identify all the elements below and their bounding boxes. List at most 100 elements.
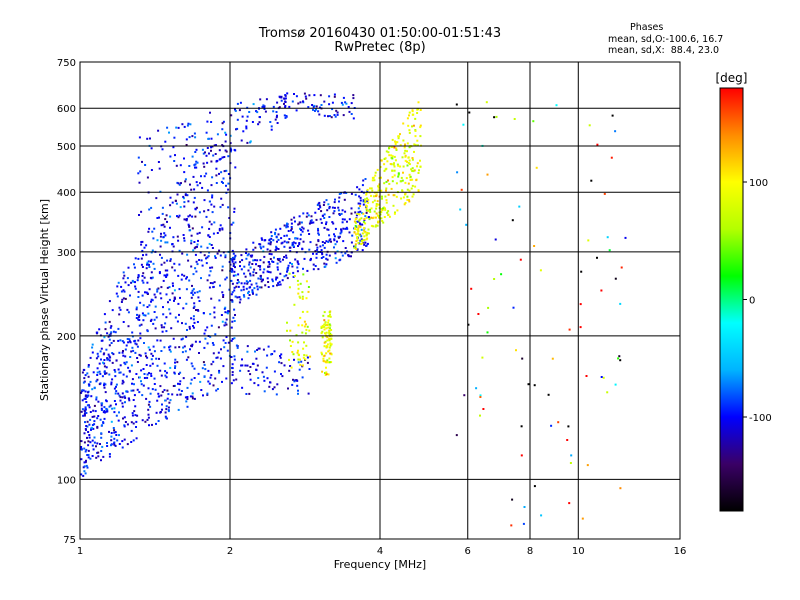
data-point (131, 331, 134, 334)
data-point (179, 296, 181, 299)
data-point (82, 368, 85, 371)
data-point (248, 294, 251, 296)
data-point (224, 256, 227, 259)
data-point (205, 131, 208, 134)
data-point (323, 354, 326, 357)
data-point (413, 150, 415, 153)
data-point (486, 173, 489, 176)
data-point (511, 219, 514, 222)
data-point (259, 274, 262, 277)
data-point (332, 212, 335, 215)
data-point (222, 296, 225, 298)
data-point (135, 420, 138, 423)
data-point (127, 325, 130, 328)
data-point (239, 265, 241, 268)
data-point (143, 377, 146, 379)
data-point (596, 256, 598, 259)
data-point (228, 310, 231, 313)
data-point (212, 384, 215, 387)
x-tick-label: 8 (527, 546, 533, 557)
data-point (323, 226, 326, 229)
data-point (361, 212, 364, 215)
data-point (260, 286, 263, 289)
data-point (150, 318, 153, 321)
data-point (221, 265, 224, 268)
data-point (151, 230, 154, 233)
data-point (115, 383, 118, 386)
data-point (314, 250, 317, 253)
data-point (288, 369, 291, 372)
data-point (91, 351, 94, 354)
data-point (163, 389, 166, 392)
data-point (331, 221, 334, 224)
data-point (124, 421, 127, 423)
data-point (235, 128, 237, 131)
data-point (568, 502, 571, 505)
data-point (128, 370, 131, 373)
data-point (510, 524, 513, 527)
data-point (269, 243, 272, 246)
data-point (280, 353, 283, 356)
data-point (338, 200, 340, 203)
data-point (195, 148, 198, 151)
data-point (179, 206, 182, 209)
data-point (130, 421, 133, 424)
data-point (175, 126, 178, 129)
data-point (211, 282, 214, 285)
data-point (122, 321, 125, 323)
data-point (408, 159, 411, 162)
data-point (183, 125, 186, 128)
data-point (330, 116, 333, 119)
data-point (124, 297, 127, 300)
data-point (302, 347, 305, 350)
data-point (384, 207, 386, 210)
data-point (83, 414, 86, 417)
data-point (206, 120, 209, 123)
data-point (297, 287, 300, 290)
data-point (384, 157, 387, 160)
data-point (355, 248, 358, 250)
data-point (245, 119, 248, 122)
data-point (404, 202, 407, 204)
data-point (87, 394, 90, 397)
data-point (326, 336, 329, 339)
data-point (211, 176, 214, 179)
data-point (111, 361, 114, 364)
data-point (263, 255, 266, 258)
data-point (339, 232, 342, 235)
data-point (140, 383, 143, 386)
data-point (194, 166, 196, 169)
data-point (297, 102, 300, 105)
data-point (123, 290, 126, 293)
data-point (301, 324, 304, 327)
data-point (221, 227, 224, 230)
data-point (297, 324, 300, 327)
data-point (150, 358, 153, 361)
data-point (301, 295, 304, 298)
data-point (411, 184, 414, 187)
data-point (126, 443, 129, 446)
data-point (412, 193, 415, 196)
data-point (191, 155, 194, 158)
data-point (230, 293, 233, 296)
data-point (206, 147, 209, 149)
data-point (80, 391, 83, 394)
data-point (246, 254, 249, 257)
data-point (233, 289, 236, 292)
data-point (283, 245, 286, 248)
data-point (286, 329, 288, 332)
data-point (87, 454, 90, 456)
data-point (334, 115, 337, 118)
data-point (350, 212, 353, 215)
data-point (160, 324, 163, 327)
data-point (401, 190, 404, 193)
data-point (92, 371, 95, 374)
data-point (395, 195, 398, 198)
data-point (385, 189, 387, 192)
data-point (142, 272, 145, 275)
data-point (270, 231, 273, 234)
data-point (241, 386, 244, 389)
data-point (98, 362, 101, 365)
data-point (315, 218, 318, 221)
data-point (112, 427, 115, 429)
